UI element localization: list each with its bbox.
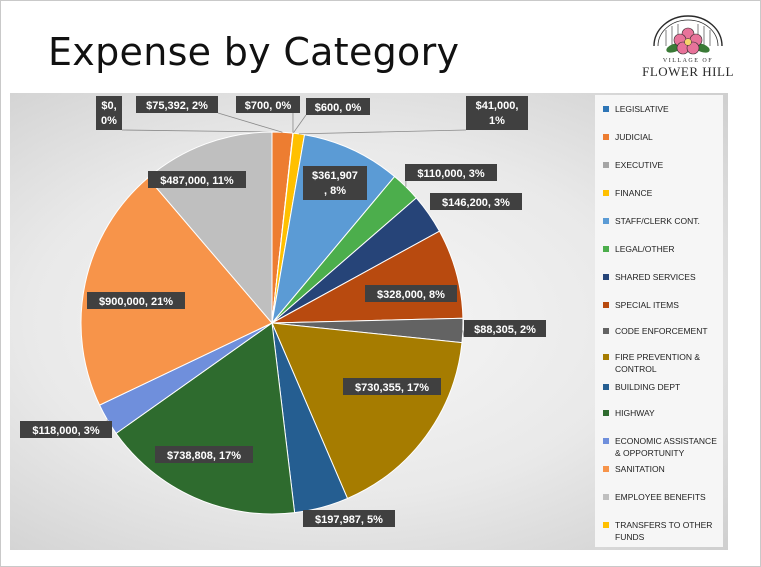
data-label-box xyxy=(96,96,122,130)
data-label: $118,000, 3% xyxy=(32,425,100,437)
data-label-box xyxy=(155,446,253,463)
slide-title: Expense by Category xyxy=(48,30,460,74)
legend-label: EMPLOYEE BENEFITS xyxy=(615,492,706,502)
flower-hill-logo: VILLAGE OF FLOWER HILL xyxy=(642,15,734,79)
legend-swatch xyxy=(603,302,609,308)
data-label-box xyxy=(20,421,112,438)
legend-label: SPECIAL ITEMS xyxy=(615,300,679,310)
data-label-box xyxy=(343,378,441,395)
data-label-box xyxy=(148,171,246,188)
legend-swatch xyxy=(603,274,609,280)
data-label: $361,907, 8% xyxy=(312,170,358,197)
data-label-box xyxy=(365,285,457,302)
pie-slice-sanitation xyxy=(80,177,273,406)
svg-text:FLOWER HILL: FLOWER HILL xyxy=(642,64,734,79)
data-label: $900,000, 21% xyxy=(99,296,173,308)
data-label-box xyxy=(466,96,528,130)
data-label-box xyxy=(303,510,395,527)
legend-label: TRANSFERS TO OTHER FUNDS xyxy=(615,520,713,542)
data-label: $487,000, 11% xyxy=(160,175,234,187)
legend-label: FINANCE xyxy=(615,188,653,198)
data-label-box xyxy=(303,166,367,200)
legend-label: STAFF/CLERK CONT. xyxy=(615,216,700,226)
legend-swatch xyxy=(603,494,609,500)
legend-swatch xyxy=(603,384,609,390)
legend-label: SANITATION xyxy=(615,464,665,474)
data-label: $738,808, 17% xyxy=(167,450,241,462)
leader-line xyxy=(298,129,467,135)
data-label: $110,000, 3% xyxy=(417,168,485,180)
legend-label: ECONOMIC ASSISTANCE & OPPORTUNITY xyxy=(615,436,717,458)
leader-line xyxy=(121,129,273,133)
svg-text:VILLAGE OF: VILLAGE OF xyxy=(663,58,713,64)
data-label: $88,305, 2% xyxy=(474,324,536,336)
data-label: $75,392, 2% xyxy=(146,100,208,112)
legend-label: FIRE PREVENTION & CONTROL xyxy=(615,352,701,374)
data-label-box xyxy=(306,98,370,115)
legend-swatch xyxy=(603,522,609,528)
legend-swatch xyxy=(603,466,609,472)
legend-swatch xyxy=(603,190,609,196)
leader-line xyxy=(292,114,307,134)
data-label: $600, 0% xyxy=(315,102,362,114)
data-label-box xyxy=(87,292,185,309)
leader-line xyxy=(462,330,465,338)
data-label-box xyxy=(464,320,546,337)
data-label-box xyxy=(136,96,218,113)
data-label: $328,000, 8% xyxy=(377,289,445,301)
data-label-box xyxy=(236,96,300,113)
legend-label: SHARED SERVICES xyxy=(615,272,696,282)
legend-label: EXECUTIVE xyxy=(615,160,664,170)
legend-label: HIGHWAY xyxy=(615,408,655,418)
legend-label: LEGISLATIVE xyxy=(615,104,669,114)
chart-legend: LEGISLATIVE JUDICIAL EXECUTIVE FINANCE STAFF… xyxy=(595,95,723,547)
legend-swatch xyxy=(603,328,609,334)
data-label: $700, 0% xyxy=(245,100,292,112)
data-label: $146,200, 3% xyxy=(442,197,510,209)
legend-swatch xyxy=(603,218,609,224)
pie-slice-fire-prevention-control xyxy=(271,322,463,500)
legend-label: LEGAL/OTHER xyxy=(615,244,675,254)
legend-swatch xyxy=(603,410,609,416)
data-label: $197,987, 5% xyxy=(315,514,383,526)
legend-swatch xyxy=(603,106,609,112)
legend-label: BUILDING DEPT xyxy=(615,382,681,392)
data-label-box xyxy=(430,193,522,210)
pie-slice-highway xyxy=(115,322,296,515)
legend-swatch xyxy=(603,162,609,168)
data-label: $41,000, 1% xyxy=(476,100,519,127)
legend-swatch xyxy=(603,438,609,444)
legend-swatch xyxy=(603,134,609,140)
legend-label: JUDICIAL xyxy=(615,132,653,142)
legend-label: CODE ENFORCEMENT xyxy=(615,326,708,336)
data-label: $0, 0% xyxy=(101,100,117,127)
legend-swatch xyxy=(603,246,609,252)
legend-swatch xyxy=(603,354,609,360)
leader-line xyxy=(217,112,283,133)
data-label-box xyxy=(405,164,497,181)
data-label: $730,355, 17% xyxy=(355,382,429,394)
